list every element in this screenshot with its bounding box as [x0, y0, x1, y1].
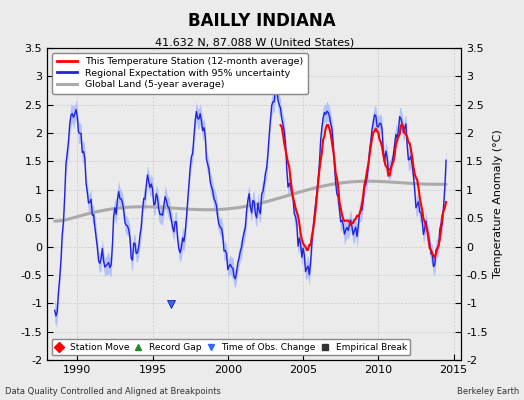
- Text: Berkeley Earth: Berkeley Earth: [456, 387, 519, 396]
- Text: Data Quality Controlled and Aligned at Breakpoints: Data Quality Controlled and Aligned at B…: [5, 387, 221, 396]
- Text: BAILLY INDIANA: BAILLY INDIANA: [188, 12, 336, 30]
- Title: 41.632 N, 87.088 W (United States): 41.632 N, 87.088 W (United States): [155, 37, 354, 47]
- Legend: Station Move, Record Gap, Time of Obs. Change, Empirical Break: Station Move, Record Gap, Time of Obs. C…: [52, 339, 410, 356]
- Y-axis label: Temperature Anomaly (°C): Temperature Anomaly (°C): [493, 130, 503, 278]
